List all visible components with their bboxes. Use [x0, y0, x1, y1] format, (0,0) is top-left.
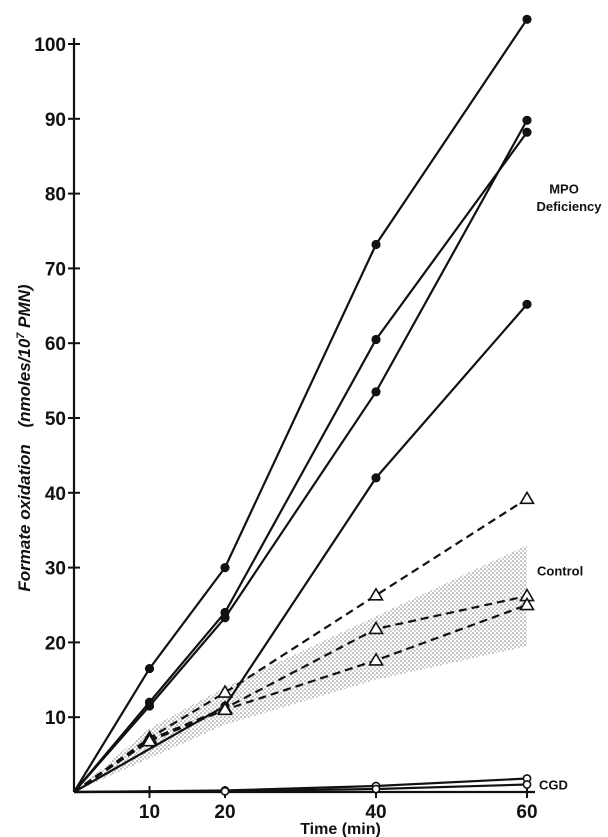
y-axis-label-superscript: 7	[15, 332, 27, 339]
control-series-line-4	[73, 497, 528, 793]
y-tick-label: 60	[45, 334, 66, 355]
x-tick-label: 10	[139, 802, 160, 823]
annotation-deficiency: Deficiency	[536, 199, 602, 214]
y-tick-label: 10	[45, 708, 66, 729]
x-ticks: 10 20 40 60	[139, 786, 538, 823]
control-data-point	[217, 684, 233, 698]
mpo-data-point	[522, 127, 532, 137]
markers-layer	[141, 14, 535, 796]
x-tick-label: 20	[214, 802, 235, 823]
control-data-point	[368, 587, 384, 601]
mpo-data-point	[371, 239, 381, 250]
y-tick-label: 90	[45, 110, 66, 131]
control-data-point	[519, 490, 535, 505]
mpo-deficiency-series-line-3	[73, 303, 528, 793]
mpo-data-point	[522, 299, 532, 309]
annotation-mpo: MPO	[549, 182, 579, 197]
y-axis-label: Formate oxidation (nmoles/107 PMN)	[15, 284, 34, 592]
y-tick-label: 80	[45, 185, 66, 206]
cgd-series-line-8	[73, 783, 528, 794]
control-range-band	[74, 545, 527, 792]
mpo-data-point	[220, 613, 230, 623]
cgd-data-point	[220, 786, 230, 796]
mpo-data-point	[144, 701, 155, 711]
annotation-cgd: CGD	[539, 778, 568, 793]
y-ticks: 10 20 30 40 50 60 70 80 90 100	[34, 35, 80, 729]
y-tick-label: 30	[45, 559, 66, 580]
control-data-point	[368, 620, 384, 635]
y-tick-label: 40	[45, 484, 66, 505]
x-tick-label: 60	[516, 802, 537, 823]
control-data-point	[217, 701, 233, 716]
y-axis-label-main: Formate oxidation	[15, 444, 34, 591]
control-data-point	[368, 652, 384, 666]
control-data-point	[141, 733, 158, 747]
mpo-data-point	[220, 563, 230, 573]
mpo-data-point	[522, 14, 532, 24]
mpo-data-point	[371, 473, 381, 483]
annotation-control: Control	[537, 563, 583, 578]
cgd-data-point	[371, 784, 381, 794]
mpo-data-point	[144, 663, 155, 674]
y-tick-label: 20	[45, 633, 66, 654]
control-data-point	[519, 596, 535, 611]
y-axis-label-unit-end: PMN)	[15, 284, 34, 333]
x-tick-label: 40	[365, 802, 386, 823]
y-tick-label: 100	[34, 35, 66, 56]
mpo-data-point	[371, 334, 381, 345]
y-tick-label: 70	[45, 259, 66, 280]
cgd-data-point	[522, 780, 532, 789]
y-axis-label-unit: (nmoles/10	[15, 338, 34, 427]
x-axis-label: Time (min)	[300, 821, 381, 837]
y-tick-label: 50	[45, 409, 66, 430]
mpo-data-point	[522, 115, 532, 125]
mpo-data-point	[371, 387, 381, 397]
